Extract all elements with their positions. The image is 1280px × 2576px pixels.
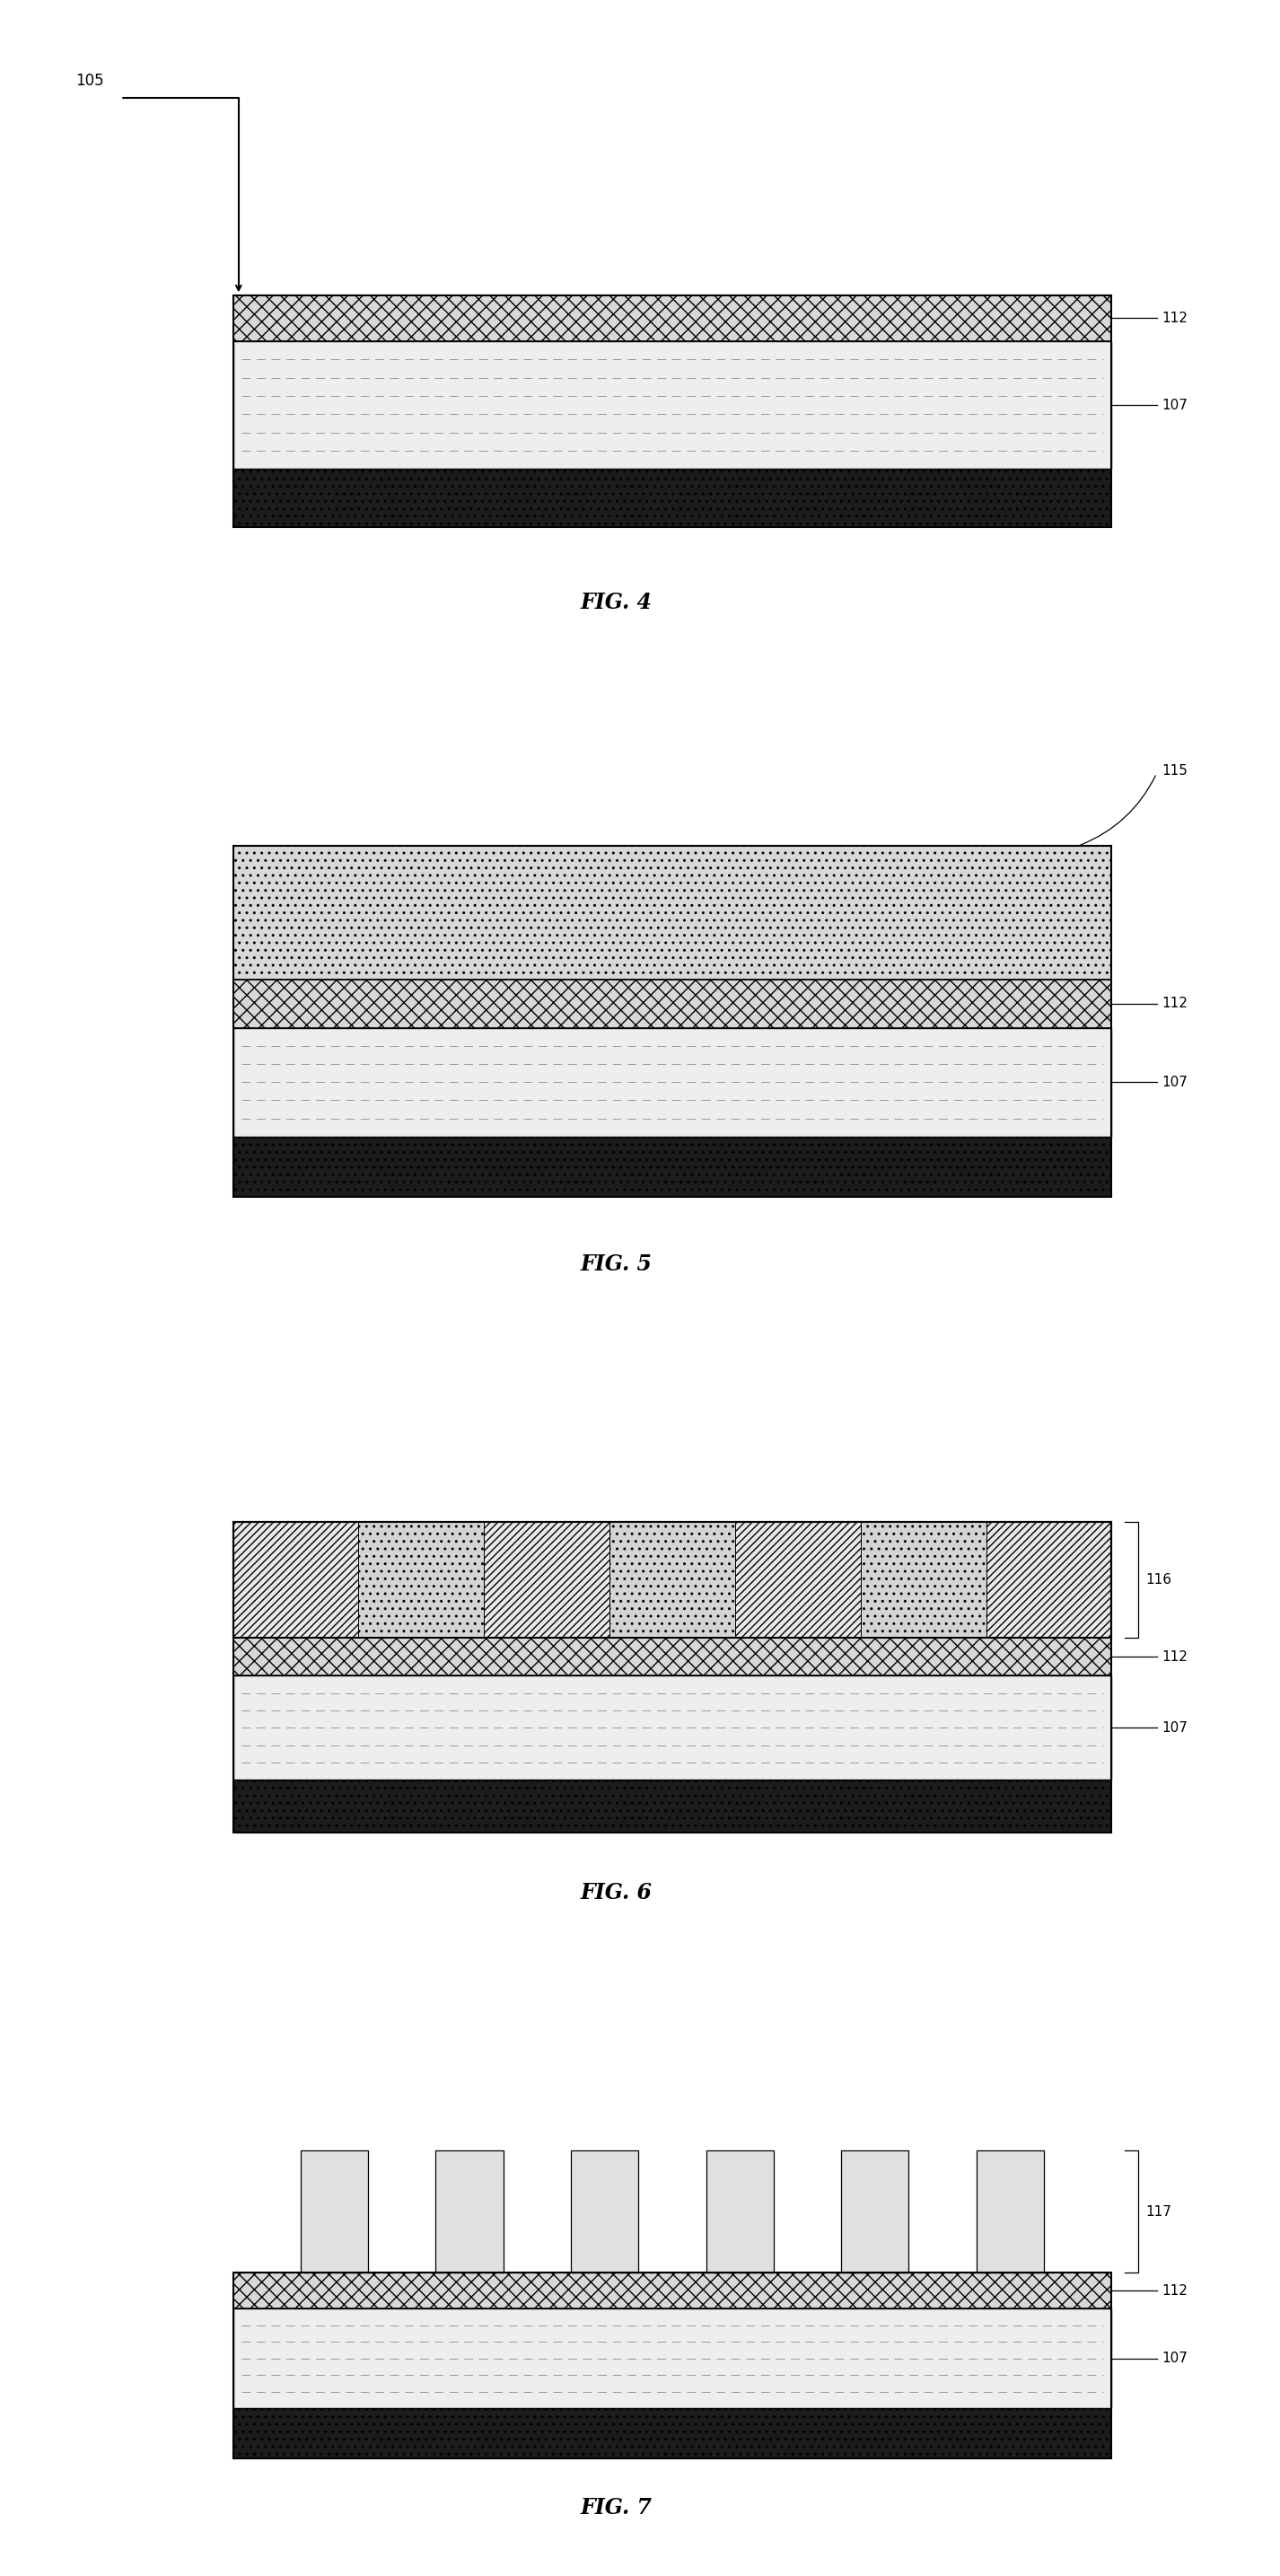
Bar: [233, 845, 1111, 979]
Text: 117: 117: [1146, 2205, 1171, 2218]
Text: 115: 115: [1162, 762, 1188, 778]
Text: 107: 107: [1162, 1721, 1188, 1734]
Bar: [233, 469, 1111, 528]
Text: 107: 107: [1162, 399, 1188, 412]
Bar: [233, 2151, 1111, 2272]
Bar: [233, 845, 1111, 1198]
Text: 112: 112: [1162, 997, 1188, 1010]
Text: 112: 112: [1162, 312, 1188, 325]
Bar: [233, 1136, 1111, 1198]
Text: 112: 112: [1162, 2285, 1188, 2298]
Bar: [233, 2272, 1111, 2458]
Bar: [233, 1522, 1111, 1638]
Bar: [233, 343, 1111, 469]
Bar: [233, 1638, 1111, 1674]
Bar: [233, 1028, 1111, 1136]
Bar: [233, 1780, 1111, 1832]
Text: 112: 112: [1162, 1651, 1188, 1664]
Bar: [609, 1522, 735, 1638]
Bar: [233, 2409, 1111, 2458]
Bar: [233, 296, 1111, 340]
Bar: [435, 2151, 503, 2272]
Text: 105: 105: [76, 72, 104, 88]
Bar: [233, 2308, 1111, 2409]
Bar: [233, 2409, 1111, 2458]
Bar: [233, 1136, 1111, 1198]
Bar: [233, 1780, 1111, 1832]
Text: FIG. 5: FIG. 5: [580, 1252, 652, 1275]
Bar: [233, 1522, 358, 1638]
Text: 107: 107: [1162, 2352, 1188, 2365]
Bar: [860, 1522, 986, 1638]
Bar: [986, 1522, 1111, 1638]
Text: 107: 107: [1162, 1074, 1188, 1090]
Bar: [233, 469, 1111, 528]
Bar: [571, 2151, 639, 2272]
Bar: [484, 1522, 609, 1638]
Text: FIG. 6: FIG. 6: [580, 1883, 652, 1904]
Bar: [358, 1522, 484, 1638]
Bar: [233, 296, 1111, 528]
Bar: [707, 2151, 773, 2272]
Bar: [301, 2151, 369, 2272]
Text: FIG. 4: FIG. 4: [580, 592, 652, 613]
Bar: [233, 979, 1111, 1028]
Bar: [233, 2272, 1111, 2308]
Text: FIG. 7: FIG. 7: [580, 2496, 652, 2519]
Bar: [233, 1522, 1111, 1832]
Text: 116: 116: [1146, 1574, 1171, 1587]
Bar: [841, 2151, 909, 2272]
Bar: [735, 1522, 860, 1638]
Bar: [233, 1674, 1111, 1780]
Bar: [977, 2151, 1044, 2272]
